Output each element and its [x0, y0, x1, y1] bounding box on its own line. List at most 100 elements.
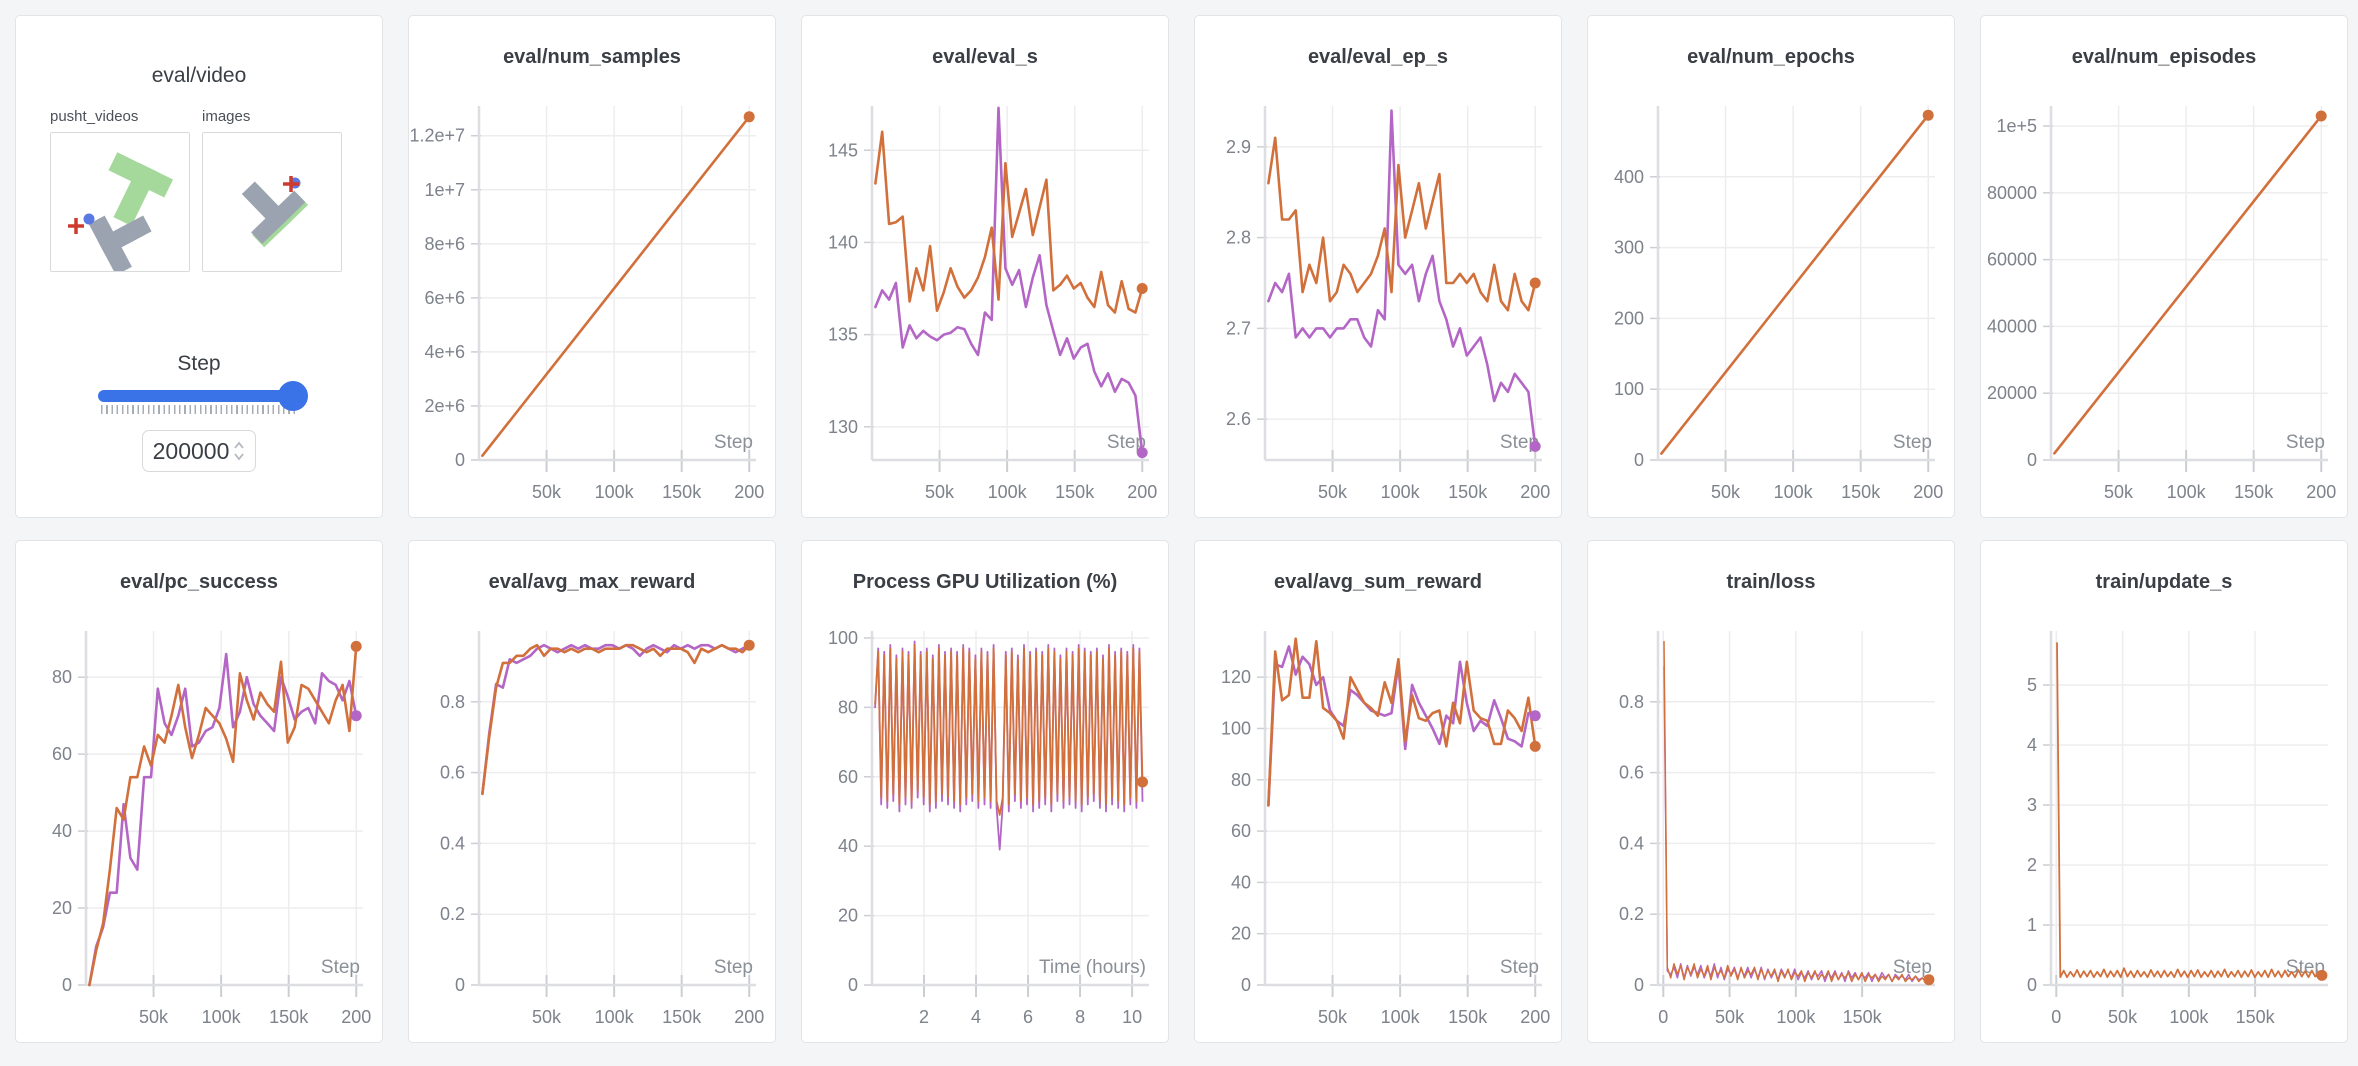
- chart-panel-eval-eval-ep-s[interactable]: eval/eval_ep_s 2.6 2.7 2.8 2.9 50k 100k 150k 200…: [1194, 15, 1562, 518]
- agent-dot: [83, 213, 95, 225]
- svg-text:100: 100: [828, 628, 858, 648]
- svg-text:8e+6: 8e+6: [424, 234, 465, 254]
- svg-text:1.2e+7: 1.2e+7: [409, 126, 465, 146]
- svg-text:100k: 100k: [2169, 1007, 2209, 1027]
- chart-panel-process-gpu-utilization[interactable]: Process GPU Utilization (%) 0 20 40 60 80 100 2…: [801, 540, 1169, 1043]
- chart-panel-eval-num-epochs[interactable]: eval/num_epochs 0 100 200 300 400 50k 100k 150k 2…: [1587, 15, 1955, 518]
- svg-text:0: 0: [1658, 1007, 1668, 1027]
- svg-text:300: 300: [1614, 238, 1644, 258]
- svg-text:130: 130: [828, 417, 858, 437]
- chart-title: eval/pc_success: [120, 571, 278, 593]
- svg-text:50k: 50k: [532, 1007, 562, 1027]
- chart-canvas-process-gpu-utilization: 0 20 40 60 80 100 2 4 6 8 10 Time (hours): [828, 628, 1149, 1027]
- svg-text:100: 100: [1221, 718, 1251, 738]
- series-endpoint-run-orange: [743, 639, 755, 651]
- series-endpoint-run-purple: [1529, 440, 1541, 452]
- svg-text:4e+6: 4e+6: [424, 342, 465, 362]
- stepper-chevrons-icon[interactable]: [233, 440, 245, 462]
- x-axis-label: Step: [2286, 432, 2325, 453]
- svg-text:4: 4: [971, 1007, 981, 1027]
- chart-panel-eval-num-episodes[interactable]: eval/num_episodes 0 20000 40000 60000 80000 1e…: [1980, 15, 2348, 518]
- series-run-orange: [2056, 642, 2323, 979]
- svg-text:0: 0: [1634, 450, 1644, 470]
- step-slider-thumb[interactable]: [278, 381, 308, 411]
- chart-title: eval/eval_s: [932, 46, 1038, 68]
- chart-canvas-eval-num-episodes: 0 20000 40000 60000 80000 1e+5 50k 100k 150k 200 S…: [1987, 106, 2336, 502]
- series-run-orange: [88, 645, 358, 987]
- svg-text:40000: 40000: [1987, 316, 2037, 336]
- svg-text:100: 100: [1614, 379, 1644, 399]
- svg-text:40: 40: [1231, 872, 1251, 892]
- step-slider-ruler: [101, 405, 295, 414]
- goal-cross: [283, 176, 299, 192]
- chart-canvas-eval-pc-success: 0 20 40 60 80 50k 100k 150k 200 Step: [52, 631, 371, 1027]
- series-run-orange: [481, 643, 751, 796]
- x-axis-label: Step: [1500, 432, 1539, 453]
- svg-text:150k: 150k: [1055, 482, 1095, 502]
- svg-text:80000: 80000: [1987, 183, 2037, 203]
- svg-text:0: 0: [455, 450, 465, 470]
- series-endpoint-run-orange: [2315, 110, 2327, 122]
- dashboard-grid: eval/video pusht_videos: [15, 15, 2348, 1043]
- step-slider-label: Step: [177, 352, 221, 375]
- svg-text:200: 200: [1520, 1007, 1550, 1027]
- svg-text:150k: 150k: [1841, 482, 1881, 502]
- svg-text:20: 20: [52, 898, 72, 918]
- goal-cross: [68, 218, 84, 234]
- svg-text:200: 200: [1614, 308, 1644, 328]
- series-endpoint-run-orange: [1137, 776, 1148, 788]
- svg-text:145: 145: [828, 140, 858, 160]
- chart-canvas-train-update-s: 0 1 2 3 4 5 0 50k 100k 150k Step: [2027, 631, 2328, 1027]
- panel-eval-video[interactable]: eval/video pusht_videos: [15, 15, 383, 518]
- series-run-purple: [88, 652, 358, 987]
- series-run-purple: [1267, 109, 1537, 448]
- series-endpoint-run-orange: [2316, 969, 2328, 981]
- chart-canvas-eval-num-epochs: 0 100 200 300 400 50k 100k 150k 200 Step: [1614, 106, 1943, 502]
- series-endpoint-run-orange: [1922, 109, 1934, 121]
- svg-text:6e+6: 6e+6: [424, 288, 465, 308]
- svg-text:1e+5: 1e+5: [1996, 116, 2037, 136]
- svg-text:80: 80: [1231, 770, 1251, 790]
- svg-text:60: 60: [838, 767, 858, 787]
- chart-title: eval/eval_ep_s: [1307, 46, 1449, 68]
- x-axis-label: Time (hours): [1039, 957, 1146, 978]
- x-axis-label: Step: [321, 957, 360, 978]
- x-axis-label: Step: [1893, 432, 1932, 453]
- svg-text:0.4: 0.4: [1619, 833, 1644, 853]
- svg-text:8: 8: [1075, 1007, 1085, 1027]
- svg-text:150k: 150k: [1448, 1007, 1488, 1027]
- series-endpoint-run-purple: [1136, 447, 1148, 459]
- svg-text:50k: 50k: [925, 482, 955, 502]
- media-label: images: [202, 108, 251, 125]
- svg-text:100k: 100k: [202, 1007, 242, 1027]
- series-run-purple: [1267, 645, 1537, 807]
- step-slider[interactable]: [98, 381, 308, 414]
- chart-canvas-eval-num-samples: 0 2e+6 4e+6 6e+6 8e+6 1e+7 1.2e+7 50k 100k 150k 20…: [409, 106, 764, 502]
- svg-text:0.6: 0.6: [1619, 763, 1644, 783]
- svg-text:0: 0: [1634, 975, 1644, 995]
- svg-text:0: 0: [2027, 450, 2037, 470]
- svg-text:0: 0: [455, 975, 465, 995]
- chart-panel-eval-num-samples[interactable]: eval/num_samples 0 2e+6 4e+6 6e+6 8e+6 1e+7 1.2…: [408, 15, 776, 518]
- svg-text:150k: 150k: [662, 482, 702, 502]
- svg-text:4: 4: [2027, 735, 2037, 755]
- step-input[interactable]: 200000: [142, 430, 256, 472]
- svg-text:2e+6: 2e+6: [424, 396, 465, 416]
- series-run-orange: [1663, 640, 1930, 983]
- chart-panel-train-update-s[interactable]: train/update_s 0 1 2 3 4 5 0 50k 100k 150k Step: [1980, 540, 2348, 1043]
- images-thumbnail[interactable]: [202, 132, 342, 272]
- svg-text:0: 0: [62, 975, 72, 995]
- svg-text:2: 2: [2027, 855, 2037, 875]
- chart-panel-eval-avg-max-reward[interactable]: eval/avg_max_reward 0 0.2 0.4 0.6 0.8 50k 100k 1…: [408, 540, 776, 1043]
- svg-text:50k: 50k: [1318, 482, 1348, 502]
- chart-panel-train-loss[interactable]: train/loss 0 0.2 0.4 0.6 0.8 0 50k 100k 150k Step: [1587, 540, 1955, 1043]
- chart-title: train/update_s: [2095, 571, 2233, 593]
- svg-text:200: 200: [734, 1007, 764, 1027]
- chart-panel-eval-eval-s[interactable]: eval/eval_s 130 135 140 145 50k 100k 150k 200 Ste…: [801, 15, 1169, 518]
- svg-text:60: 60: [52, 744, 72, 764]
- pusht-video-thumbnail[interactable]: [50, 132, 190, 276]
- chart-panel-eval-pc-success[interactable]: eval/pc_success 0 20 40 60 80 50k 100k 150k 200 St…: [15, 540, 383, 1043]
- svg-text:80: 80: [52, 667, 72, 687]
- chart-panel-eval-avg-sum-reward[interactable]: eval/avg_sum_reward 0 20 40 60 80 100 120 50k 100…: [1194, 540, 1562, 1043]
- step-slider-track[interactable]: [98, 381, 308, 411]
